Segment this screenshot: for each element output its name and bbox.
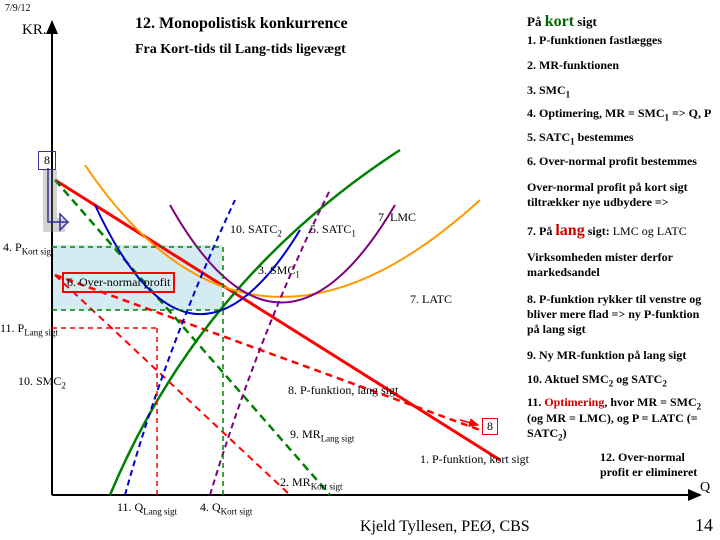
smc2-curve	[125, 200, 235, 495]
sidebar-para-1: Over-normal profit på kort sigt tiltrækk…	[527, 180, 712, 210]
sidebar-line-8: 8. P-funktion rykker til venstre og bliv…	[527, 292, 712, 337]
sidebar-item-6: 6. Over-normal profit bestemmes	[527, 154, 697, 169]
label-smc2: 10. SMC2	[18, 374, 66, 390]
footer-credit: Kjeld Tyllesen, PEØ, CBS	[360, 518, 530, 536]
sidebar-heading: På kort sigt	[527, 13, 597, 31]
chart-title: 12. Monopolistisk konkurrence	[135, 15, 348, 33]
mr-short	[55, 180, 330, 495]
label-mr-kort: 2. MRKort sigt	[280, 475, 342, 491]
x-axis-label: Q	[700, 480, 710, 496]
sidebar-line-7: 7. På lang sigt: LMC og LATC	[527, 222, 687, 240]
slide-number: 14	[695, 515, 713, 536]
chart-subtitle: Fra Kort-tids til Lang-tids ligevægt	[135, 42, 346, 58]
label-lmc: 7. LMC	[378, 210, 416, 225]
label-satc1: 5. SATC1	[310, 222, 356, 238]
label-overnormal: 6. Over-normal profit	[62, 272, 175, 293]
date: 7/9/12	[5, 3, 31, 14]
sidebar-item-5: 5. SATC1 bestemmes	[527, 130, 634, 146]
sidebar-item-1: 1. P-funktionen fastlægges	[527, 33, 662, 48]
label-mr-lang: 9. MRLang sigt	[290, 427, 354, 443]
y-axis-label: KR.	[22, 22, 47, 39]
sidebar-item-2: 2. MR-funktionen	[527, 58, 619, 73]
eight-box-small: 8	[482, 418, 498, 435]
label-p-lang: 11. PLang sigt	[0, 321, 58, 337]
lmc-curve	[110, 150, 400, 495]
label-p-kort: 4. PKort sigt	[3, 240, 53, 256]
sidebar-para-2: Virksomheden mister derfor markedsandel	[527, 250, 712, 280]
label-q-lang: 11. QLang sigt	[117, 500, 177, 516]
sidebar-line-12: 12. Over-normal profit er elimineret	[600, 450, 715, 480]
label-smc1: 3. SMC1	[258, 263, 300, 279]
label-pfunc-lang: 8. P-funktion, lang sigt	[288, 383, 398, 398]
sidebar-line-11: 11. Optimering, hvor MR = SMC2 (og MR = …	[527, 395, 717, 443]
sidebar-item-4: 4. Optimering, MR = SMC1 => Q, P	[527, 106, 711, 122]
sidebar-line-10: 10. Aktuel SMC2 og SATC2	[527, 372, 667, 388]
label-satc2: 10. SATC2	[230, 222, 282, 238]
sidebar-item-3: 3. SMC1	[527, 83, 570, 99]
label-latc: 7. LATC	[410, 292, 452, 307]
label-q-kort: 4. QKort sigt	[200, 500, 252, 516]
point-8-box: 8	[38, 151, 56, 170]
sidebar-line-9: 9. Ny MR-funktion på lang sigt	[527, 348, 686, 363]
label-pfunc-kort: 1. P-funktion, kort sigt	[420, 452, 529, 467]
page: 7/9/12 KR. 12. Monopolistisk konkurrence…	[0, 0, 720, 540]
